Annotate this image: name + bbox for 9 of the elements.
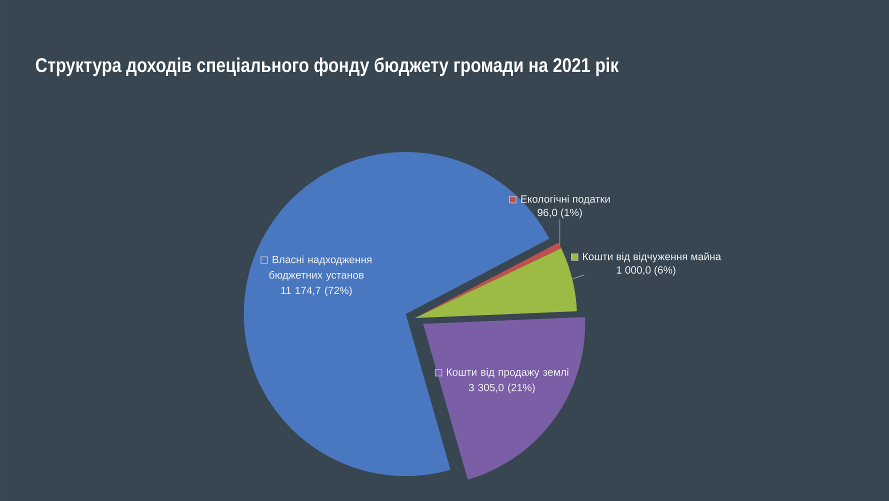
legend-label: Екологічні податки (521, 195, 610, 205)
chart-title: Структура доходів спеціального фонду бюджету громади на 2021 рік (36, 57, 619, 76)
data-label: 3 305,0 (21%) (468, 384, 535, 394)
data-label: 96,0 (1%) (538, 208, 582, 218)
data-label: 1 000,0 (6%) (616, 266, 676, 276)
data-label: 11 174,7 (72%) (281, 286, 352, 296)
legend-label: Кошти від продажу землі (446, 368, 568, 378)
slice-label: Власні надходження бюджетних установ (269, 256, 372, 281)
legend-label: Кошти від відчуження майна (583, 252, 722, 262)
